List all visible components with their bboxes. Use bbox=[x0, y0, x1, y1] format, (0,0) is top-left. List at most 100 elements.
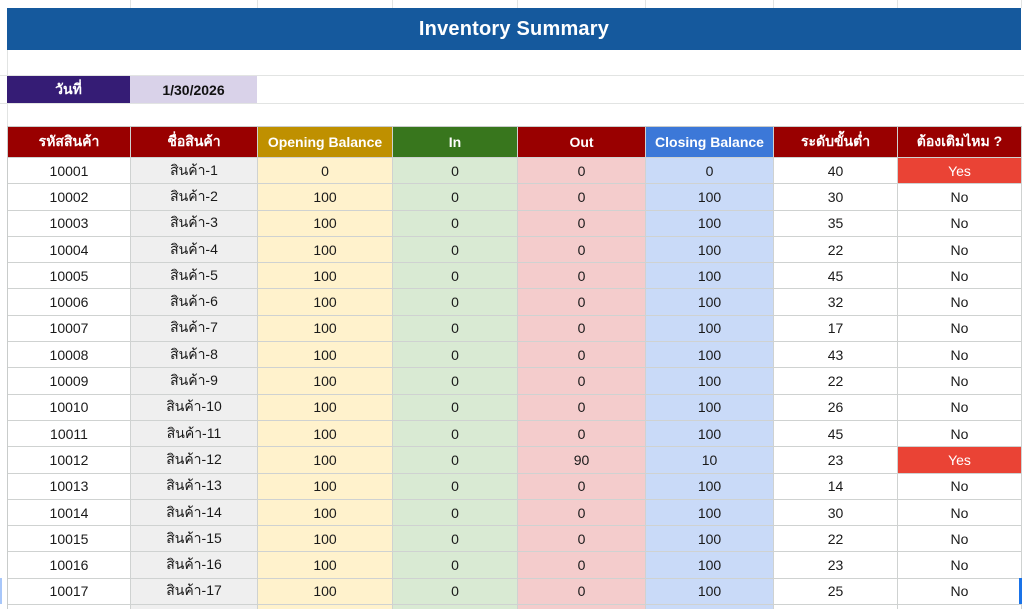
cell-in[interactable]: 0 bbox=[393, 289, 518, 316]
cell-closing[interactable]: 100 bbox=[646, 526, 774, 553]
cell-code[interactable]: 10015 bbox=[8, 526, 131, 553]
cell-closing[interactable]: 100 bbox=[646, 368, 774, 395]
cell-code[interactable]: 10009 bbox=[8, 368, 131, 395]
cell-out[interactable]: 0 bbox=[518, 578, 646, 606]
cell-in[interactable]: 0 bbox=[393, 394, 518, 421]
cell-in[interactable]: 0 bbox=[393, 447, 518, 474]
cell-out[interactable]: 0 bbox=[518, 552, 646, 579]
cell-opening[interactable]: 100 bbox=[258, 342, 393, 369]
cell-name[interactable]: สินค้า-12 bbox=[131, 447, 258, 474]
cell-min_level[interactable]: 45 bbox=[774, 263, 898, 290]
cell-name[interactable]: สินค้า-11 bbox=[131, 420, 258, 448]
cell-opening[interactable]: 100 bbox=[258, 394, 393, 421]
cell-empty[interactable] bbox=[646, 605, 774, 609]
cell-name[interactable]: สินค้า-1 bbox=[131, 158, 258, 185]
cell-refill[interactable]: No bbox=[898, 394, 1022, 421]
cell-closing[interactable]: 100 bbox=[646, 473, 774, 500]
cell-closing[interactable]: 100 bbox=[646, 236, 774, 264]
cell-refill[interactable]: No bbox=[898, 420, 1022, 448]
cell-refill[interactable]: No bbox=[898, 342, 1022, 369]
cell-in[interactable]: 0 bbox=[393, 342, 518, 369]
cell-min_level[interactable]: 17 bbox=[774, 315, 898, 343]
cell-min_level[interactable]: 26 bbox=[774, 394, 898, 421]
cell-empty[interactable] bbox=[131, 605, 258, 609]
cell-opening[interactable]: 100 bbox=[258, 578, 393, 606]
cell-in[interactable]: 0 bbox=[393, 263, 518, 290]
cell-opening[interactable]: 100 bbox=[258, 473, 393, 500]
column-header-code[interactable]: รหัสสินค้า bbox=[8, 127, 131, 158]
cell-min_level[interactable]: 23 bbox=[774, 552, 898, 579]
cell-refill[interactable]: No bbox=[898, 578, 1022, 606]
cell-refill[interactable]: Yes bbox=[898, 447, 1022, 474]
cell-in[interactable]: 0 bbox=[393, 526, 518, 553]
cell-empty[interactable] bbox=[518, 605, 646, 609]
cell-code[interactable]: 10014 bbox=[8, 499, 131, 527]
cell-empty[interactable] bbox=[898, 605, 1022, 609]
cell-out[interactable]: 0 bbox=[518, 315, 646, 343]
cell-out[interactable]: 0 bbox=[518, 368, 646, 395]
cell-min_level[interactable]: 30 bbox=[774, 499, 898, 527]
cell-opening[interactable]: 100 bbox=[258, 210, 393, 237]
cell-name[interactable]: สินค้า-5 bbox=[131, 263, 258, 290]
cell-closing[interactable]: 100 bbox=[646, 315, 774, 343]
cell-refill[interactable]: No bbox=[898, 263, 1022, 290]
cell-in[interactable]: 0 bbox=[393, 473, 518, 500]
cell-empty[interactable] bbox=[8, 605, 131, 609]
cell-min_level[interactable]: 22 bbox=[774, 368, 898, 395]
cell-in[interactable]: 0 bbox=[393, 420, 518, 448]
cell-code[interactable]: 10013 bbox=[8, 473, 131, 500]
cell-min_level[interactable]: 35 bbox=[774, 210, 898, 237]
cell-in[interactable]: 0 bbox=[393, 184, 518, 211]
cell-closing[interactable]: 100 bbox=[646, 578, 774, 606]
cell-closing[interactable]: 0 bbox=[646, 158, 774, 185]
cell-closing[interactable]: 100 bbox=[646, 499, 774, 527]
cell-opening[interactable]: 100 bbox=[258, 263, 393, 290]
cell-out[interactable]: 0 bbox=[518, 420, 646, 448]
cell-min_level[interactable]: 32 bbox=[774, 289, 898, 316]
cell-name[interactable]: สินค้า-17 bbox=[131, 578, 258, 606]
cell-refill[interactable]: No bbox=[898, 210, 1022, 237]
cell-opening[interactable]: 100 bbox=[258, 420, 393, 448]
cell-in[interactable]: 0 bbox=[393, 158, 518, 185]
cell-opening[interactable]: 100 bbox=[258, 552, 393, 579]
cell-closing[interactable]: 100 bbox=[646, 394, 774, 421]
cell-in[interactable]: 0 bbox=[393, 236, 518, 264]
cell-out[interactable]: 0 bbox=[518, 289, 646, 316]
cell-in[interactable]: 0 bbox=[393, 368, 518, 395]
cell-min_level[interactable]: 45 bbox=[774, 420, 898, 448]
cell-min_level[interactable]: 40 bbox=[774, 158, 898, 185]
cell-opening[interactable]: 100 bbox=[258, 236, 393, 264]
cell-code[interactable]: 10007 bbox=[8, 315, 131, 343]
cell-min_level[interactable]: 14 bbox=[774, 473, 898, 500]
cell-out[interactable]: 0 bbox=[518, 342, 646, 369]
cell-refill[interactable]: Yes bbox=[898, 158, 1022, 185]
cell-code[interactable]: 10001 bbox=[8, 158, 131, 185]
date-label-cell[interactable]: วันที่ bbox=[7, 76, 130, 103]
cell-code[interactable]: 10016 bbox=[8, 552, 131, 579]
cell-in[interactable]: 0 bbox=[393, 578, 518, 606]
cell-name[interactable]: สินค้า-2 bbox=[131, 184, 258, 211]
cell-code[interactable]: 10005 bbox=[8, 263, 131, 290]
cell-refill[interactable]: No bbox=[898, 289, 1022, 316]
column-header-name[interactable]: ชื่อสินค้า bbox=[131, 127, 258, 158]
cell-name[interactable]: สินค้า-4 bbox=[131, 236, 258, 264]
cell-out[interactable]: 0 bbox=[518, 158, 646, 185]
cell-refill[interactable]: No bbox=[898, 499, 1022, 527]
column-header-out[interactable]: Out bbox=[518, 127, 646, 158]
cell-closing[interactable]: 100 bbox=[646, 342, 774, 369]
cell-min_level[interactable]: 23 bbox=[774, 447, 898, 474]
cell-refill[interactable]: No bbox=[898, 315, 1022, 343]
cell-name[interactable]: สินค้า-7 bbox=[131, 315, 258, 343]
cell-code[interactable]: 10008 bbox=[8, 342, 131, 369]
cell-out[interactable]: 0 bbox=[518, 526, 646, 553]
cell-out[interactable]: 0 bbox=[518, 184, 646, 211]
cell-opening[interactable]: 100 bbox=[258, 289, 393, 316]
cell-name[interactable]: สินค้า-6 bbox=[131, 289, 258, 316]
date-value-cell[interactable]: 1/30/2026 bbox=[130, 76, 257, 103]
column-header-in[interactable]: In bbox=[393, 127, 518, 158]
cell-code[interactable]: 10006 bbox=[8, 289, 131, 316]
cell-out[interactable]: 0 bbox=[518, 210, 646, 237]
cell-code[interactable]: 10002 bbox=[8, 184, 131, 211]
cell-min_level[interactable]: 30 bbox=[774, 184, 898, 211]
cell-opening[interactable]: 100 bbox=[258, 184, 393, 211]
